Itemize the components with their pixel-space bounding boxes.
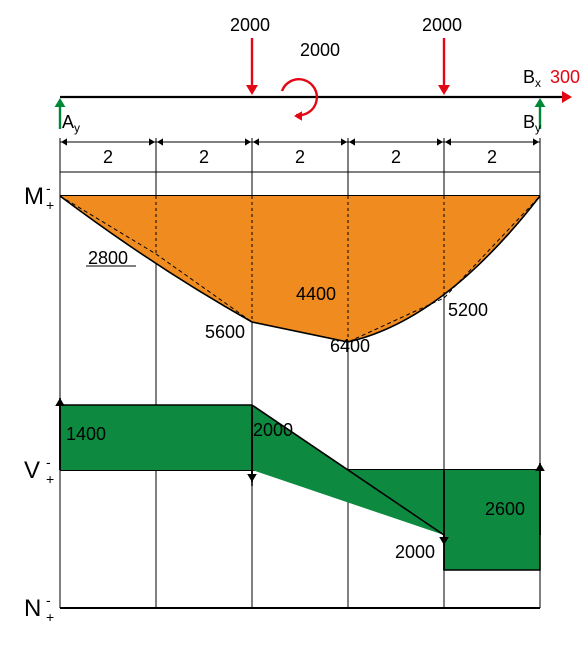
m-value-label: 2800 [88, 248, 128, 268]
v-value-label: 2600 [485, 499, 525, 519]
v-value-label: 2000 [253, 420, 293, 440]
dim-label: 2 [487, 147, 497, 167]
n-minus: - [46, 592, 51, 608]
m-value-label: 4400 [296, 284, 336, 304]
dim-label: 2 [199, 147, 209, 167]
m-title: M [24, 183, 44, 210]
n-title: N [24, 595, 41, 622]
m-minus: - [46, 180, 51, 196]
point-load-label: 2000 [230, 15, 270, 35]
m-plus: + [46, 197, 54, 213]
reaction-by-label: By [523, 112, 541, 135]
moment-label: 2000 [300, 40, 340, 60]
n-plus: + [46, 609, 54, 625]
dim-label: 2 [295, 147, 305, 167]
v-title: V [24, 457, 40, 484]
m-value-label: 5200 [448, 300, 488, 320]
dim-label: 2 [103, 147, 113, 167]
reaction-bx-label: Bx [523, 67, 541, 90]
v-value-label: 2000 [395, 542, 435, 562]
m-fill [60, 196, 540, 342]
reaction-bx-value: 300 [550, 67, 580, 87]
v-value-label: 1400 [66, 424, 106, 444]
v-plus: + [46, 471, 54, 487]
m-value-label: 6400 [330, 336, 370, 356]
m-value-label: 5600 [205, 322, 245, 342]
v-minus: - [46, 454, 51, 470]
dim-label: 2 [391, 147, 401, 167]
point-load-label: 2000 [422, 15, 462, 35]
reaction-ay-label: Ay [62, 112, 80, 135]
